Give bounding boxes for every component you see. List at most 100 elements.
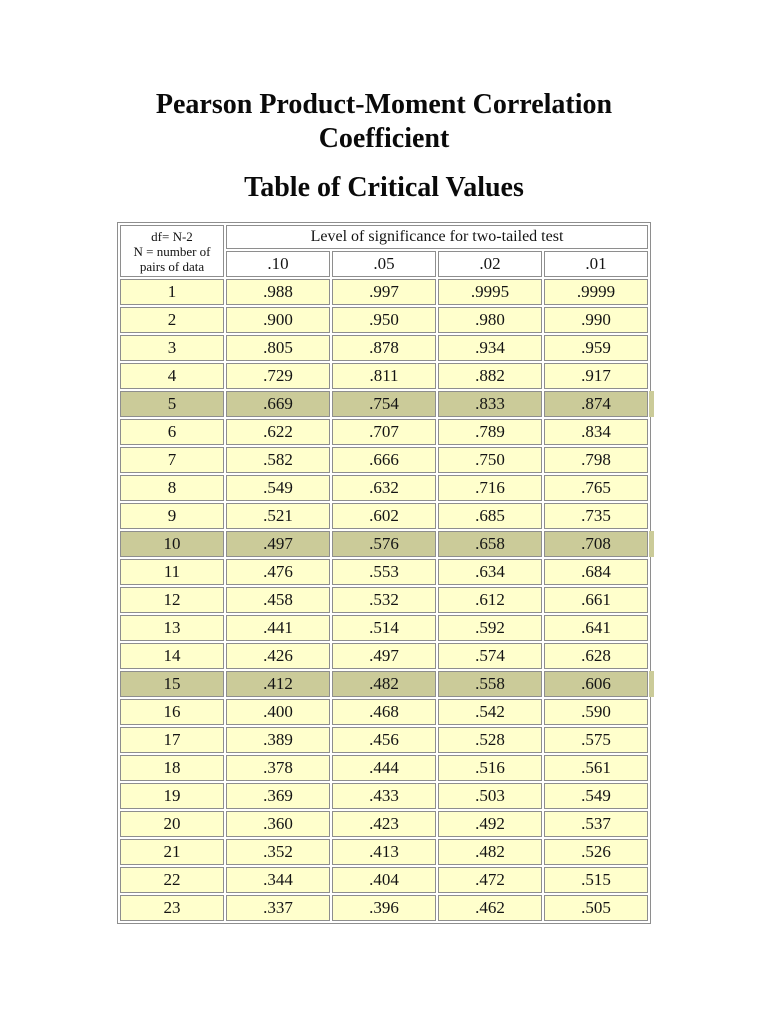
critical-value-cell: .874 [544, 391, 654, 417]
critical-value-cell: .669 [226, 391, 330, 417]
group-header-row: df= N-2 N = number of pairs of data Leve… [120, 225, 648, 277]
critical-value-cell: .632 [332, 475, 436, 501]
critical-value-cell: .528 [438, 727, 542, 753]
critical-value-cell: .476 [226, 559, 330, 585]
critical-value-cell: .360 [226, 811, 330, 837]
critical-value-cell: .990 [544, 307, 648, 333]
critical-value-cell: .716 [438, 475, 542, 501]
critical-value-cell: .900 [226, 307, 330, 333]
critical-value-cell: .423 [332, 811, 436, 837]
critical-value-cell: .426 [226, 643, 330, 669]
critical-value-cell: .344 [226, 867, 330, 893]
df-cell: 18 [120, 755, 224, 781]
row-header-cell: df= N-2 N = number of pairs of data [120, 225, 224, 277]
significance-column-header: .02 [438, 251, 542, 277]
critical-value-cell: .641 [544, 615, 648, 641]
page-title-line-1: Pearson Product-Moment Correlation [155, 89, 613, 120]
critical-value-cell: .514 [332, 615, 436, 641]
critical-value-cell: .811 [332, 363, 436, 389]
critical-value-cell: .754 [332, 391, 436, 417]
critical-value-cell: .515 [544, 867, 648, 893]
critical-value-cell: .707 [332, 419, 436, 445]
critical-value-cell: .634 [438, 559, 542, 585]
critical-value-cell: .482 [332, 671, 436, 697]
table-row: 20.360.423.492.537 [120, 811, 648, 837]
critical-value-cell: .526 [544, 839, 648, 865]
critical-value-cell: .413 [332, 839, 436, 865]
critical-value-cell: .537 [544, 811, 648, 837]
page-title-line-2: Coefficient [318, 123, 450, 154]
table-row: 22.344.404.472.515 [120, 867, 648, 893]
critical-value-cell: .369 [226, 783, 330, 809]
critical-value-cell: .729 [226, 363, 330, 389]
df-cell: 1 [120, 279, 224, 305]
significance-column-header: .05 [332, 251, 436, 277]
critical-value-cell: .462 [438, 895, 542, 921]
df-cell: 15 [120, 671, 224, 697]
df-cell: 17 [120, 727, 224, 753]
critical-value-cell: .400 [226, 699, 330, 725]
table-row: 18.378.444.516.561 [120, 755, 648, 781]
df-cell: 10 [120, 531, 224, 557]
critical-value-cell: .765 [544, 475, 648, 501]
table-row: 16.400.468.542.590 [120, 699, 648, 725]
critical-value-cell: .404 [332, 867, 436, 893]
table-row: 21.352.413.482.526 [120, 839, 648, 865]
critical-value-cell: .582 [226, 447, 330, 473]
critical-value-cell: .412 [226, 671, 330, 697]
df-cell: 19 [120, 783, 224, 809]
critical-value-cell: .472 [438, 867, 542, 893]
df-cell: 16 [120, 699, 224, 725]
table-row: 7.582.666.750.798 [120, 447, 648, 473]
critical-value-cell: .735 [544, 503, 648, 529]
critical-value-cell: .917 [544, 363, 648, 389]
critical-value-cell: .482 [438, 839, 542, 865]
critical-value-cell: .468 [332, 699, 436, 725]
table-row: 19.369.433.503.549 [120, 783, 648, 809]
table-row: 9.521.602.685.735 [120, 503, 648, 529]
critical-value-cell: .934 [438, 335, 542, 361]
critical-value-cell: .532 [332, 587, 436, 613]
critical-value-cell: .708 [544, 531, 654, 557]
critical-value-cell: .378 [226, 755, 330, 781]
critical-value-cell: .561 [544, 755, 648, 781]
critical-value-cell: .497 [226, 531, 330, 557]
critical-value-cell: .505 [544, 895, 648, 921]
table-row: 11.476.553.634.684 [120, 559, 648, 585]
df-cell: 5 [120, 391, 224, 417]
table-row-highlighted: 10.497.576.658.708 [120, 531, 654, 557]
critical-value-cell: .606 [544, 671, 654, 697]
critical-value-cell: .396 [332, 895, 436, 921]
table-row: 17.389.456.528.575 [120, 727, 648, 753]
row-header-line: pairs of data [139, 258, 205, 274]
table-row: 3.805.878.934.959 [120, 335, 648, 361]
critical-value-cell: .558 [438, 671, 542, 697]
critical-value-cell: .549 [226, 475, 330, 501]
critical-value-cell: .337 [226, 895, 330, 921]
df-cell: 20 [120, 811, 224, 837]
critical-value-cell: .997 [332, 279, 436, 305]
critical-value-cell: .542 [438, 699, 542, 725]
critical-value-cell: .575 [544, 727, 648, 753]
page-title: Pearson Product-Moment Correlation Coeffi… [0, 88, 768, 156]
critical-value-cell: .492 [438, 811, 542, 837]
df-cell: 4 [120, 363, 224, 389]
critical-value-cell: .497 [332, 643, 436, 669]
df-cell: 12 [120, 587, 224, 613]
df-cell: 22 [120, 867, 224, 893]
table-row-highlighted: 5.669.754.833.874 [120, 391, 654, 417]
df-cell: 9 [120, 503, 224, 529]
table-row: 2.900.950.980.990 [120, 307, 648, 333]
critical-value-cell: .553 [332, 559, 436, 585]
critical-value-cell: .628 [544, 643, 648, 669]
table-row: 1.988.997.9995.9999 [120, 279, 648, 305]
document-page: Pearson Product-Moment Correlation Coeffi… [0, 88, 768, 924]
row-header-line: df= N-2 [151, 228, 193, 244]
critical-value-cell: .458 [226, 587, 330, 613]
df-cell: 7 [120, 447, 224, 473]
table-row: 4.729.811.882.917 [120, 363, 648, 389]
critical-value-cell: .666 [332, 447, 436, 473]
critical-value-cell: .441 [226, 615, 330, 641]
df-cell: 3 [120, 335, 224, 361]
critical-value-cell: .980 [438, 307, 542, 333]
